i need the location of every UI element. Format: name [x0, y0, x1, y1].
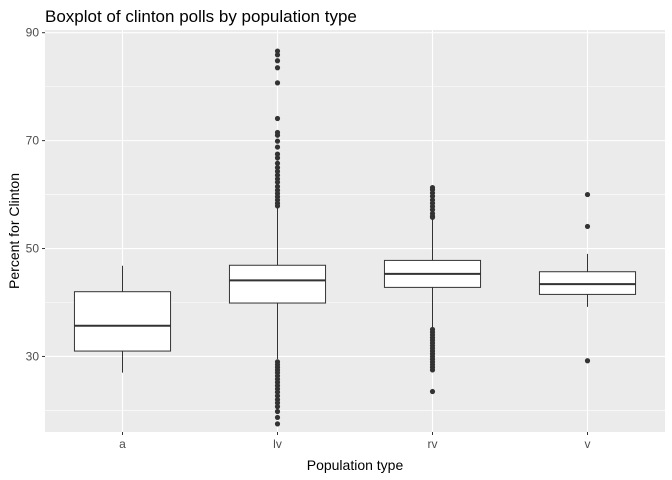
box-a	[73, 265, 172, 373]
outlier-point	[274, 172, 281, 178]
plot-panel	[45, 30, 665, 432]
outlier-point	[274, 421, 281, 427]
box-v	[538, 191, 637, 364]
outlier-point	[429, 214, 436, 220]
x-tick-label: lv	[273, 437, 282, 451]
outlier-point	[429, 367, 436, 373]
outlier-point	[584, 223, 591, 230]
x-tick-label: v	[585, 437, 591, 451]
outlier-point	[584, 191, 591, 198]
outlier-point	[274, 408, 281, 415]
outlier-point	[274, 52, 281, 58]
outlier-point	[274, 144, 281, 150]
outlier-point	[274, 400, 281, 406]
iqr-box	[228, 264, 327, 304]
outlier-point	[274, 389, 281, 395]
outlier-point	[274, 80, 281, 86]
y-axis-title: Percent for Clinton	[6, 173, 22, 289]
x-tick-label: rv	[428, 437, 438, 451]
x-axis-title: Population type	[307, 457, 404, 473]
outlier-point	[274, 132, 281, 138]
x-tick-label: a	[119, 437, 126, 451]
outlier-point	[584, 358, 591, 364]
outlier-point	[274, 393, 281, 399]
outlier-point	[274, 414, 281, 421]
outlier-point	[274, 183, 281, 190]
y-tick-label: 30	[26, 349, 40, 363]
outlier-point	[274, 138, 281, 144]
outlier-point	[274, 160, 281, 166]
outlier-point	[429, 193, 436, 199]
outlier-point	[274, 115, 281, 122]
outlier-point	[274, 151, 281, 157]
box-lv	[228, 48, 327, 427]
chart-title: Boxplot of clinton polls by population t…	[45, 7, 357, 26]
x-axis: a lv rv v	[119, 432, 591, 451]
outlier-point	[274, 203, 281, 209]
outlier-point	[429, 207, 436, 213]
outlier-point	[274, 179, 281, 185]
y-tick-label: 50	[26, 242, 40, 256]
outlier-point	[274, 164, 281, 171]
outlier-point	[274, 65, 281, 71]
outlier-point	[274, 168, 281, 174]
box-layer	[73, 48, 637, 427]
outlier-point	[429, 388, 436, 395]
box-rv	[383, 184, 482, 395]
outlier-point	[274, 155, 281, 161]
y-axis: 30 50 70 90	[26, 26, 45, 363]
outlier-point	[274, 48, 281, 54]
y-tick-label: 70	[26, 134, 40, 148]
outlier-point	[274, 404, 281, 410]
y-tick-label: 90	[26, 26, 40, 40]
iqr-box	[73, 291, 172, 352]
outlier-point	[274, 58, 281, 64]
iqr-box	[538, 271, 637, 295]
